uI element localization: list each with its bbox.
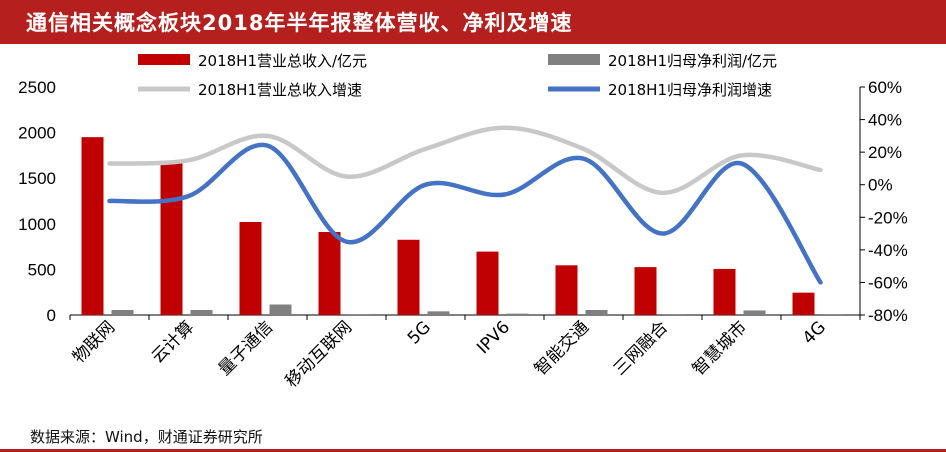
left-axis-tick-label: 0 (47, 306, 56, 325)
right-axis-tick-label: 40% (868, 111, 902, 130)
revenue-bar (318, 232, 341, 315)
left-axis-tick-label: 1000 (18, 215, 56, 234)
revenue-growth-line (107, 125, 823, 196)
profit-bar (743, 310, 766, 315)
profit-growth-line (107, 142, 823, 285)
right-axis-tick-label: 0% (868, 176, 893, 195)
category-label: 5G (404, 317, 435, 348)
revenue-bar (239, 221, 262, 315)
category-label: 云计算 (148, 317, 198, 367)
right-axis-tick-label: -40% (868, 241, 908, 260)
category-label: 智慧城市 (689, 317, 751, 379)
legend-label: 2018H1归母净利润增速 (608, 81, 772, 99)
revenue-bar (476, 251, 499, 315)
profit-bar (664, 314, 687, 315)
left-axis-tick-label: 2500 (18, 78, 56, 97)
profit-bar (111, 309, 134, 315)
source-note: 数据来源：Wind，财通证券研究所 (30, 428, 263, 446)
right-axis-tick-label: 20% (868, 143, 902, 162)
revenue-bar (160, 160, 183, 315)
revenue-bar (397, 239, 420, 315)
right-axis-tick-label: -20% (868, 208, 908, 227)
bottom-rule (0, 449, 946, 452)
x-axis-labels: 物联网 云计算 量子通信 移动互联网 5G IPV6 智能交通 三网融合 智慧城市 4G (69, 317, 830, 391)
category-label: 智能交通 (531, 317, 593, 379)
left-axis-tick-label: 2000 (18, 124, 56, 143)
profit-bar (427, 311, 450, 315)
legend-label: 2018H1营业总收入/亿元 (198, 52, 367, 70)
chart-title: 通信相关概念板块2018年半年报整体营收、净利及增速 (26, 11, 573, 35)
left-axis-tick-label: 500 (28, 260, 56, 279)
profit-bar (822, 314, 845, 315)
legend: 2018H1营业总收入/亿元 2018H1归母净利润/亿元 2018H1营业总收入增… (138, 52, 777, 99)
chart: 2018H1营业总收入/亿元 2018H1归母净利润/亿元 2018H1营业总收入增… (18, 52, 908, 392)
category-label: 4G (799, 317, 830, 348)
legend-swatch (138, 54, 190, 65)
profit-bar (506, 313, 529, 315)
left-axis-tick-label: 1500 (18, 169, 56, 188)
revenue-bar (81, 137, 104, 315)
lines (107, 125, 823, 285)
profit-bar (269, 304, 292, 315)
category-label: 移动互联网 (282, 317, 356, 391)
legend-swatch (548, 54, 600, 65)
right-axis-tick-label: 60% (868, 78, 902, 97)
revenue-bar (634, 267, 657, 315)
right-axis-tick-label: -60% (868, 273, 908, 292)
profit-bar (190, 309, 213, 315)
title-bar (0, 0, 946, 44)
legend-label: 2018H1归母净利润/亿元 (608, 52, 777, 70)
category-label: IPV6 (473, 317, 514, 358)
profit-bar (585, 309, 608, 315)
category-label: 物联网 (69, 317, 119, 367)
revenue-bar (792, 292, 815, 315)
profit-bar (348, 314, 371, 315)
axes: 0 500 1000 1500 2000 2500 -80% -60% -40% -20% 0% 20… (18, 78, 908, 325)
revenue-bar (555, 265, 578, 315)
category-label: 三网融合 (610, 317, 672, 379)
right-axis-tick-label: -80% (868, 306, 908, 325)
revenue-bar (713, 268, 736, 315)
legend-label: 2018H1营业总收入增速 (198, 81, 362, 99)
category-label: 量子通信 (215, 317, 277, 379)
